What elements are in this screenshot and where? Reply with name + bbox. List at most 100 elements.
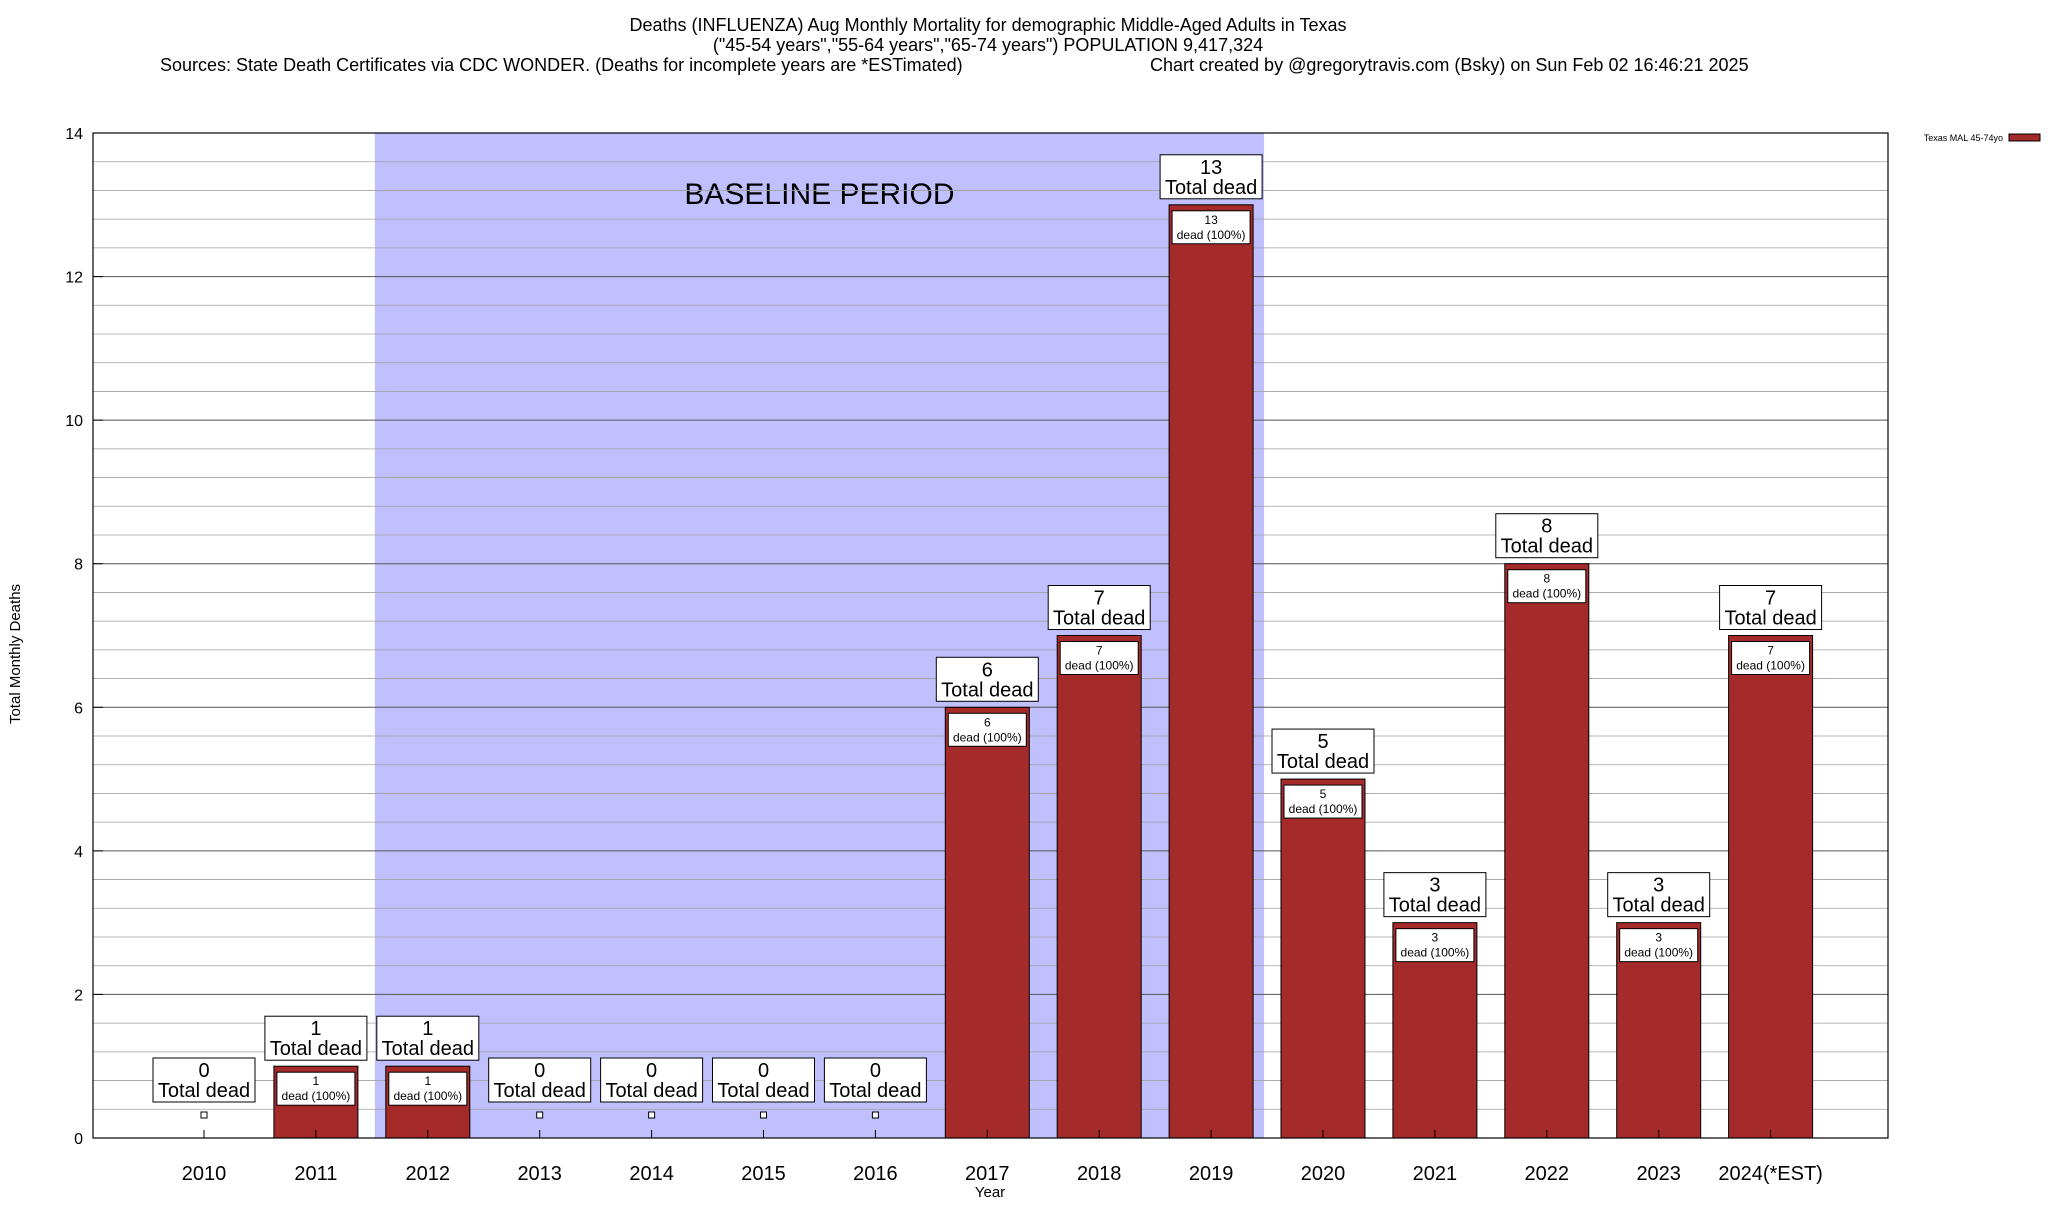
inner-label-count: 13 xyxy=(1204,213,1218,227)
x-tick-label: 2011 xyxy=(294,1163,337,1185)
plot-frame xyxy=(92,132,1889,1139)
total-label-count: 13 xyxy=(1200,157,1222,179)
x-tick-label: 2015 xyxy=(741,1163,786,1185)
x-tick-label: 2019 xyxy=(1189,1163,1234,1185)
inner-label-percent: dead (100%) xyxy=(1289,802,1358,816)
zero-marker xyxy=(871,1111,879,1119)
bar xyxy=(1056,635,1142,1139)
total-label-text: Total dead xyxy=(1501,536,1593,558)
legend-swatch xyxy=(2008,133,2041,142)
total-label-count: 0 xyxy=(870,1060,881,1082)
x-tick-label: 2016 xyxy=(853,1163,898,1185)
bar xyxy=(1280,778,1366,1139)
total-label-box xyxy=(1271,728,1375,774)
inner-label-box xyxy=(1731,641,1811,675)
chart-sources: Sources: State Death Certificates via CD… xyxy=(160,55,963,75)
total-label-box xyxy=(152,1057,256,1103)
total-label-count: 5 xyxy=(1317,731,1328,753)
x-tick-label: 2021 xyxy=(1413,1163,1458,1185)
inner-label-box xyxy=(1171,210,1251,245)
total-label-box xyxy=(1719,585,1823,630)
inner-label-percent: dead (100%) xyxy=(953,730,1022,744)
inner-label-percent: dead (100%) xyxy=(1512,587,1581,601)
total-label-count: 7 xyxy=(1094,588,1105,610)
total-label-count: 0 xyxy=(646,1060,657,1082)
inner-label-count: 3 xyxy=(1432,931,1439,945)
total-label-text: Total dead xyxy=(1165,177,1257,199)
y-tick-label: 14 xyxy=(65,126,83,143)
total-label-box xyxy=(823,1057,927,1103)
bar xyxy=(1504,563,1590,1139)
y-tick-label: 4 xyxy=(74,844,83,861)
inner-label-count: 7 xyxy=(1767,644,1774,658)
chart-title-line2: ("45-54 years","55-64 years","65-74 year… xyxy=(713,35,1263,55)
inner-label-percent: dead (100%) xyxy=(1736,659,1805,673)
inner-label-box xyxy=(388,1071,468,1106)
inner-label-percent: dead (100%) xyxy=(1065,659,1134,673)
x-tick-label: 2024(*EST) xyxy=(1718,1163,1823,1185)
x-tick-label: 2010 xyxy=(182,1163,227,1185)
inner-label-box xyxy=(947,712,1027,747)
zero-marker xyxy=(760,1111,767,1119)
total-label-box xyxy=(600,1057,704,1103)
zero-marker xyxy=(200,1111,208,1119)
y-tick-label: 12 xyxy=(65,270,83,287)
inner-label-count: 1 xyxy=(313,1074,320,1088)
inner-label-count: 6 xyxy=(984,715,991,729)
x-axis-label: Year xyxy=(975,1184,1005,1200)
inner-label-percent: dead (100%) xyxy=(1624,946,1693,960)
total-label-text: Total dead xyxy=(941,679,1033,701)
inner-label-box xyxy=(276,1071,356,1106)
total-label-text: Total dead xyxy=(605,1080,697,1102)
x-tick-label: 2014 xyxy=(629,1163,674,1185)
inner-label-percent: dead (100%) xyxy=(282,1089,351,1103)
y-axis-label: Total Monthly Deaths xyxy=(7,584,24,724)
axis-layer: 2010 2011 2012 2013 2014 2015 2016 2017 2018 2019… xyxy=(65,126,1889,1185)
total-label-box xyxy=(935,656,1039,702)
inner-label-count: 5 xyxy=(1320,787,1327,801)
y-tick-label: 6 xyxy=(74,700,83,717)
bar xyxy=(944,706,1030,1139)
total-label-count: 1 xyxy=(422,1018,433,1040)
legend-label: Texas MAL 45-74yo xyxy=(1924,133,2003,143)
chart-title-line1: Deaths (INFLUENZA) Aug Monthly Mortality… xyxy=(630,15,1347,35)
total-label-text: Total dead xyxy=(1277,751,1369,773)
total-label-text: Total dead xyxy=(1389,895,1481,917)
y-tick-label: 0 xyxy=(74,1131,83,1148)
total-label-text: Total dead xyxy=(494,1080,586,1102)
chart-credit: Chart created by @gregorytravis.com (Bsk… xyxy=(1150,55,1749,75)
inner-label-count: 3 xyxy=(1655,931,1662,945)
y-tick-label: 8 xyxy=(74,557,83,574)
legend: Texas MAL 45-74yo xyxy=(1924,133,2041,143)
total-label-text: Total dead xyxy=(717,1080,809,1102)
total-label-box xyxy=(1495,513,1599,559)
total-label-text: Total dead xyxy=(1724,608,1816,630)
inner-label-percent: dead (100%) xyxy=(1177,228,1246,242)
total-label-text: Total dead xyxy=(270,1038,362,1060)
bar xyxy=(1168,204,1254,1139)
total-label-count: 0 xyxy=(198,1060,209,1082)
zero-marker xyxy=(536,1111,544,1119)
inner-label-count: 7 xyxy=(1096,644,1103,658)
total-label-count: 3 xyxy=(1653,875,1664,897)
x-tick-label: 2013 xyxy=(517,1163,562,1185)
inner-label-box xyxy=(1059,641,1139,675)
total-label-box xyxy=(1159,154,1263,200)
inner-label-percent: dead (100%) xyxy=(393,1089,462,1103)
total-label-count: 8 xyxy=(1541,516,1552,538)
total-label-box xyxy=(1383,872,1487,918)
y-tick-label: 10 xyxy=(65,413,83,430)
total-label-count: 7 xyxy=(1765,588,1776,610)
x-tick-label: 2017 xyxy=(965,1163,1010,1185)
